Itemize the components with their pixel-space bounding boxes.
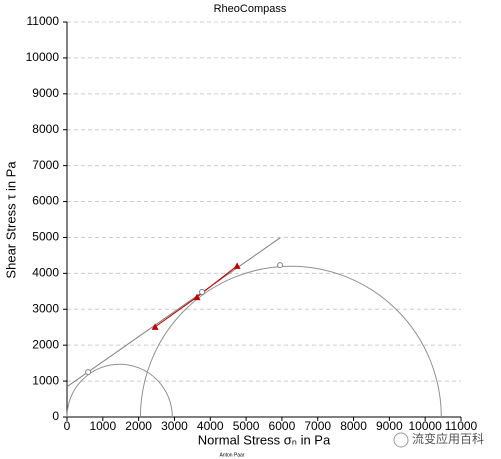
x-tick-label: 1000 <box>89 419 116 433</box>
watermark-icon <box>393 432 409 448</box>
y-tick-label: 1000 <box>32 373 59 387</box>
watermark: 流变应用百科 <box>412 431 484 446</box>
chart-title: RheoCompass <box>214 3 287 15</box>
x-tick-label: 7000 <box>304 419 331 433</box>
mohr-circle <box>66 363 173 418</box>
line <box>66 237 281 388</box>
footer: Anton Paar <box>219 452 244 458</box>
y-tick-label: 8000 <box>32 122 59 136</box>
y-tick-label: 5000 <box>32 230 59 244</box>
y-tick-label: 0 <box>52 409 59 423</box>
mohr-circle <box>139 265 442 418</box>
y-tick-label: 4000 <box>32 266 59 280</box>
y-tick-label: 11000 <box>27 14 60 28</box>
x-tick-label: 5000 <box>233 419 260 433</box>
y-tick-label: 10000 <box>26 50 60 64</box>
y-tick-label: 2000 <box>32 337 59 351</box>
x-tick-label: 3000 <box>161 419 188 433</box>
triangle-marker <box>233 262 241 269</box>
triangle-marker <box>193 293 201 301</box>
x-tick-label: 9000 <box>376 419 403 433</box>
y-tick-label: 6000 <box>32 194 59 208</box>
point-marker <box>199 289 206 296</box>
x-axis-label: Normal Stress σₙ in Pa <box>198 432 331 447</box>
x-tick-label: 4000 <box>197 419 224 433</box>
x-tick-label: 2000 <box>125 419 152 433</box>
y-tick-label: 3000 <box>32 301 59 315</box>
y-axis-label: Shear Stress τ in Pa <box>3 161 18 279</box>
x-tick-label: 8000 <box>340 419 367 433</box>
x-tick-label: 10000 <box>408 419 442 433</box>
x-tick-label: 6000 <box>269 419 296 433</box>
x-tick-label: 11000 <box>445 419 478 433</box>
y-tick-label: 9000 <box>32 86 59 100</box>
triangle-marker <box>151 323 159 330</box>
point-marker <box>85 369 92 376</box>
point-marker <box>277 262 284 269</box>
x-tick-label: 0 <box>64 419 71 433</box>
y-tick-label: 7000 <box>32 158 59 172</box>
